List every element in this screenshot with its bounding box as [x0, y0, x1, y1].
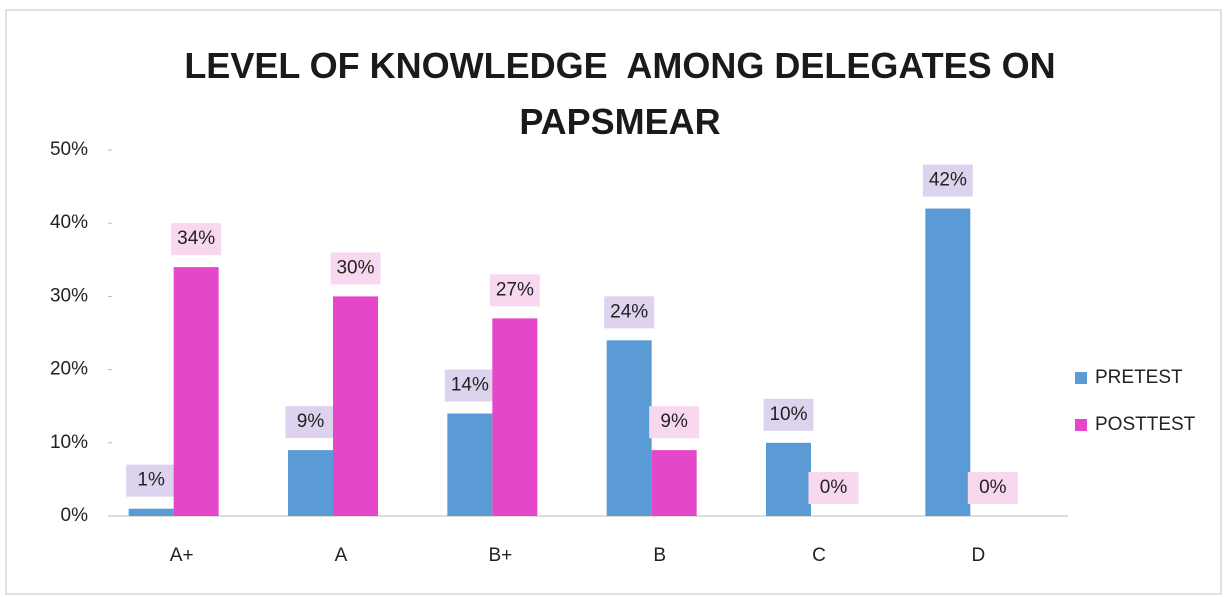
value-label: 30% — [336, 257, 374, 278]
value-label-bg — [444, 369, 495, 402]
x-tick-label: B+ — [488, 545, 512, 566]
x-tick-label: A+ — [170, 545, 194, 566]
bar — [651, 450, 697, 516]
value-label: 0% — [820, 477, 848, 498]
bar — [128, 508, 174, 516]
value-label-bg — [808, 472, 859, 504]
value-label-bg — [285, 406, 336, 439]
value-label: 0% — [979, 477, 1007, 498]
bar — [925, 208, 971, 516]
chart-title: LEVEL OF KNOWLEDGE AMONG DELEGATES ON PA… — [184, 45, 1066, 142]
value-label: 14% — [451, 375, 489, 396]
y-tick-label: 40% — [50, 212, 88, 233]
bar — [447, 413, 493, 516]
frame — [5, 9, 1222, 595]
x-tick-label: D — [971, 545, 985, 566]
bar — [492, 318, 538, 516]
legend-label: POSTTEST — [1095, 414, 1196, 435]
value-label-bg — [489, 274, 540, 307]
legend-swatch — [1075, 419, 1087, 431]
y-tick-label: 10% — [50, 432, 88, 453]
value-label: 24% — [610, 301, 648, 322]
bar — [333, 296, 378, 516]
value-label-bg — [922, 164, 973, 197]
value-label: 10% — [769, 404, 807, 425]
value-label-bg — [330, 252, 381, 285]
y-tick-label: 20% — [50, 359, 88, 380]
bar — [173, 267, 219, 516]
bar — [606, 340, 652, 516]
y-tick-label: 30% — [50, 285, 88, 306]
value-label-bg — [604, 296, 655, 329]
x-tick-label: B — [653, 545, 666, 566]
value-label-bg — [649, 406, 700, 439]
y-tick-label: 50% — [50, 139, 88, 160]
bar — [288, 450, 333, 516]
x-tick-label: C — [812, 545, 826, 566]
value-label-bg — [126, 464, 177, 497]
value-label: 34% — [177, 228, 215, 249]
value-label-bg — [967, 472, 1018, 504]
value-label-bg — [171, 223, 222, 256]
x-tick-label: A — [335, 545, 348, 566]
value-label: 9% — [660, 411, 688, 432]
legend-swatch — [1075, 372, 1087, 384]
value-label: 42% — [929, 170, 967, 191]
legend-label: PRETEST — [1095, 367, 1183, 388]
value-label: 27% — [496, 279, 534, 300]
bar — [766, 442, 811, 516]
value-label-bg — [763, 398, 814, 431]
value-label: 9% — [297, 411, 325, 432]
value-label: 1% — [137, 470, 165, 491]
y-tick-label: 0% — [61, 505, 89, 526]
